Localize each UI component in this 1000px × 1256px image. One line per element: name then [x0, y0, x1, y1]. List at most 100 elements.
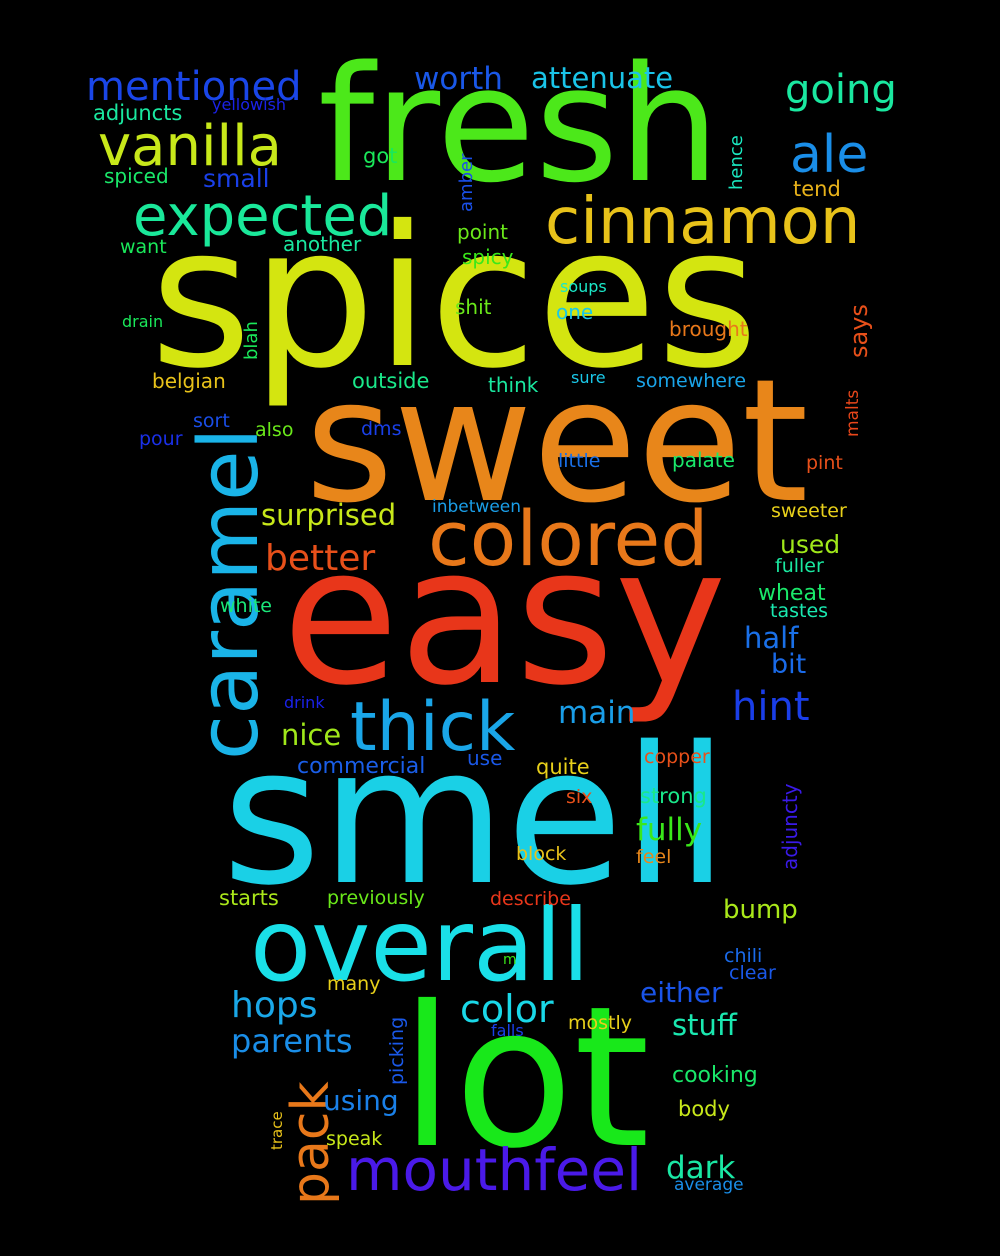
word-point: point	[457, 220, 508, 244]
word-inbetween: inbetween	[432, 497, 521, 517]
word-mentioned: mentioned	[86, 64, 302, 110]
word-chili: chili	[724, 945, 762, 967]
word-body: body	[678, 1097, 730, 1121]
word-also: also	[255, 419, 293, 441]
word-picking: picking	[386, 1017, 408, 1085]
word-drink: drink	[284, 693, 325, 712]
word-attenuate: attenuate	[531, 61, 673, 95]
word-starts: starts	[219, 886, 279, 910]
word-outside: outside	[352, 369, 429, 393]
word-better: better	[265, 538, 375, 579]
word-half: half	[744, 621, 799, 655]
word-bit: bit	[771, 649, 806, 680]
word-quite: quite	[536, 755, 590, 779]
word-speak: speak	[326, 1128, 382, 1150]
word-belgian: belgian	[152, 369, 226, 393]
word-fully: fully	[636, 812, 702, 848]
word-feel: feel	[636, 846, 671, 868]
word-spicy: spicy	[462, 245, 514, 269]
word-yellowish: yellowish	[212, 95, 286, 114]
word-tend: tend	[793, 177, 841, 201]
word-wheat: wheat	[758, 581, 826, 606]
word-trace: trace	[268, 1111, 286, 1150]
word-parents: parents	[231, 1022, 353, 1060]
word-thick: thick	[350, 688, 516, 767]
word-vanilla: vanilla	[98, 114, 282, 179]
word-six: six	[566, 786, 592, 808]
word-adjuncty: adjuncty	[778, 783, 802, 870]
word-fresh: fresh	[318, 31, 720, 218]
word-average: average	[674, 1175, 744, 1195]
word-clear: clear	[729, 962, 776, 984]
word-describe: describe	[490, 888, 571, 910]
word-small: small	[203, 164, 270, 193]
word-colored: colored	[428, 494, 708, 583]
word-either: either	[640, 976, 723, 1009]
word-malts: malts	[843, 390, 863, 437]
word-mouthfeel: mouthfeel	[346, 1136, 642, 1204]
word-white: white	[220, 595, 272, 617]
word-sweet: sweet	[305, 343, 808, 541]
word-surprised: surprised	[261, 498, 396, 532]
word-stuff: stuff	[672, 1008, 738, 1042]
word-lot: lot	[400, 964, 650, 1191]
word-blah: blah	[241, 321, 262, 360]
word-worth: worth	[414, 61, 503, 97]
word-falls: falls	[491, 1021, 524, 1040]
word-shit: shit	[455, 295, 492, 319]
word-somewhere: somewhere	[636, 370, 746, 392]
word-brought: brought	[669, 317, 748, 341]
word-pack: pack	[281, 1081, 341, 1205]
word-m: m	[503, 952, 517, 968]
word-adjuncts: adjuncts	[93, 101, 182, 125]
word-pint: pint	[806, 452, 843, 474]
word-expected: expected	[133, 184, 392, 249]
word-commercial: commercial	[297, 754, 425, 779]
word-sort: sort	[193, 410, 230, 432]
word-strong: strong	[640, 784, 707, 808]
word-hence: hence	[726, 135, 747, 190]
word-ale: ale	[790, 125, 868, 185]
word-smell: smell	[222, 706, 729, 927]
word-hops: hops	[231, 985, 317, 1026]
word-pour: pour	[139, 428, 183, 450]
word-soups: soups	[560, 277, 607, 296]
word-going: going	[785, 67, 897, 113]
word-one: one	[556, 300, 593, 324]
word-dms: dms	[361, 418, 401, 440]
word-says: says	[845, 304, 873, 358]
word-sweeter: sweeter	[771, 500, 847, 522]
word-mostly: mostly	[568, 1012, 632, 1034]
word-block: block	[516, 843, 566, 865]
word-use: use	[467, 746, 502, 770]
word-cooking: cooking	[672, 1063, 758, 1088]
word-spiced: spiced	[104, 164, 169, 188]
word-got: got	[363, 144, 397, 168]
word-bump: bump	[723, 895, 798, 925]
word-easy: easy	[282, 506, 727, 727]
word-palate: palate	[672, 448, 735, 472]
word-dark: dark	[666, 1150, 735, 1186]
word-drain: drain	[122, 312, 163, 331]
word-caramel: caramel	[182, 428, 277, 760]
word-little: little	[558, 450, 600, 472]
word-tastes: tastes	[770, 600, 828, 622]
word-cinnamon: cinnamon	[545, 185, 860, 259]
word-color: color	[460, 987, 554, 1031]
word-many: many	[327, 973, 380, 995]
word-amber: amber	[456, 153, 477, 212]
word-hint: hint	[732, 684, 810, 730]
word-copper: copper	[644, 746, 710, 768]
word-overall: overall	[250, 887, 590, 1004]
word-fuller: fuller	[775, 555, 824, 577]
word-sure: sure	[571, 368, 606, 387]
word-spices: spices	[150, 184, 758, 411]
word-nice: nice	[281, 718, 341, 752]
word-using: using	[323, 1084, 399, 1117]
word-another: another	[283, 232, 362, 256]
word-previously: previously	[327, 887, 425, 909]
word-want: want	[120, 236, 167, 258]
word-used: used	[780, 530, 840, 559]
word-main: main	[558, 695, 635, 731]
